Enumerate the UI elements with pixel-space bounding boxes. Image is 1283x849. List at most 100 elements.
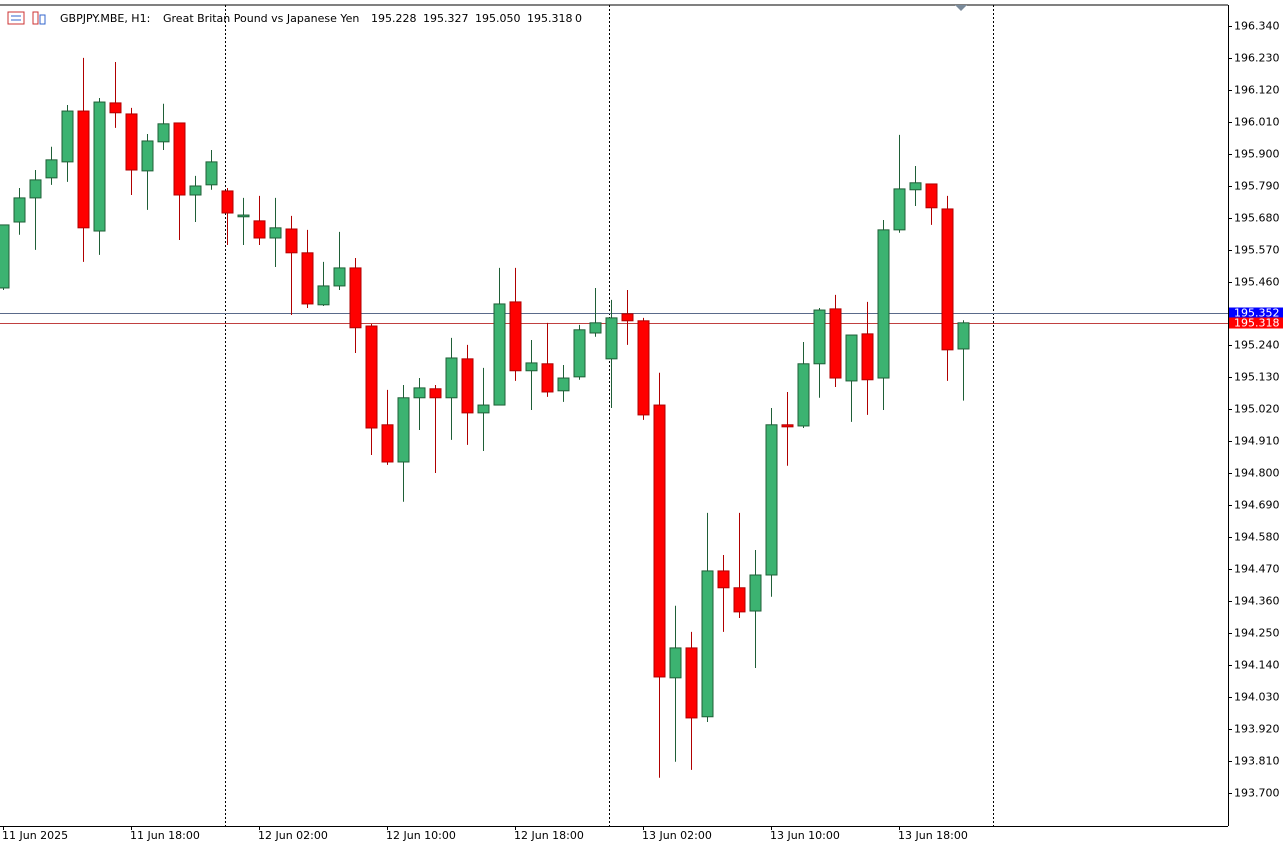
candle-body (861, 333, 874, 381)
icon-bar (39, 14, 46, 25)
price-label-box (1229, 317, 1283, 329)
candle-body (797, 363, 810, 427)
candle-body (285, 228, 298, 254)
candle-body (77, 110, 90, 229)
y-tick-label: 194.470 (1234, 563, 1280, 576)
y-tick-label: 196.010 (1234, 116, 1280, 129)
shift-marker (955, 5, 967, 11)
candle-body (253, 220, 266, 239)
candle-body (0, 224, 10, 289)
candle-body (461, 358, 474, 414)
header-symbol: GBPJPY.MBE, H1: (60, 12, 150, 25)
y-tick-label: 195.130 (1234, 371, 1280, 384)
candle-body (925, 183, 938, 209)
candle-body (333, 267, 346, 287)
candle-body (669, 647, 682, 679)
y-tick-label: 195.900 (1234, 148, 1280, 161)
x-tick-label: 13 Jun 02:00 (642, 829, 712, 842)
y-tick-label: 195.680 (1234, 212, 1280, 225)
y-tick-label: 194.250 (1234, 627, 1280, 640)
candle-body (637, 320, 650, 416)
candle-body (61, 110, 74, 163)
header-volume: 0 (575, 12, 582, 25)
candle-body (221, 190, 234, 214)
plot-area (0, 5, 1228, 826)
candle-body (125, 113, 138, 171)
candle-body (93, 101, 106, 232)
candle-body (45, 159, 58, 179)
candle-body (957, 322, 970, 350)
x-tick-label: 12 Jun 10:00 (386, 829, 456, 842)
header-icons (7, 11, 46, 25)
candle-body (621, 313, 634, 322)
candle-body (781, 424, 794, 428)
x-tick-label: 12 Jun 02:00 (258, 829, 328, 842)
y-tick-label: 195.570 (1234, 244, 1280, 257)
y-tick-label: 196.120 (1234, 84, 1280, 97)
header-open: 195.228 (371, 12, 417, 25)
y-tick-label: 195.460 (1234, 276, 1280, 289)
y-tick-label: 194.910 (1234, 435, 1280, 448)
x-tick-label: 12 Jun 18:00 (514, 829, 584, 842)
y-tick-label: 196.340 (1234, 20, 1280, 33)
y-tick-label: 193.700 (1234, 787, 1280, 800)
candle-body (157, 123, 170, 143)
y-tick-label: 194.580 (1234, 531, 1280, 544)
candle-body (733, 587, 746, 613)
header-low: 195.050 (475, 12, 521, 25)
candle-body (413, 387, 426, 399)
icon-bar (32, 11, 39, 25)
candle-body (189, 185, 202, 196)
candle-body (829, 308, 842, 379)
candle-body (109, 102, 122, 114)
candle-body (893, 188, 906, 231)
candle-body (653, 404, 666, 678)
header-description: Great Britan Pound vs Japanese Yen (163, 12, 359, 25)
candle-body (701, 570, 714, 718)
y-tick-label: 194.030 (1234, 691, 1280, 704)
candle-body (589, 322, 602, 334)
y-tick-label: 195.240 (1234, 339, 1280, 352)
x-tick-label: 13 Jun 18:00 (898, 829, 968, 842)
header-close: 195.318 (527, 12, 573, 25)
candle-body (749, 574, 762, 612)
y-tick-label: 194.140 (1234, 659, 1280, 672)
x-tick-label: 13 Jun 10:00 (770, 829, 840, 842)
x-tick-label: 11 Jun 2025 (2, 829, 68, 842)
x-tick-label: 11 Jun 18:00 (130, 829, 200, 842)
candle-body (349, 267, 362, 329)
candle-body (237, 214, 250, 218)
price-label-box (1229, 307, 1283, 319)
y-tick-label: 194.800 (1234, 467, 1280, 480)
candle-body (141, 140, 154, 172)
candle-body (29, 179, 42, 199)
candle-body (509, 301, 522, 372)
candle-body (573, 329, 586, 378)
candle-body (477, 404, 490, 414)
y-tick-label: 193.920 (1234, 723, 1280, 736)
candle-body (909, 182, 922, 191)
candle-body (493, 303, 506, 406)
header-high: 195.327 (423, 12, 469, 25)
candle-body (13, 197, 26, 223)
candle-body (941, 208, 954, 351)
candle-body (685, 647, 698, 719)
candle-body (205, 161, 218, 186)
icon-list (7, 11, 25, 25)
candle-body (845, 334, 858, 382)
y-tick-label: 195.790 (1234, 180, 1280, 193)
candle-body (301, 252, 314, 305)
y-tick-label: 196.230 (1234, 52, 1280, 65)
y-tick-label: 194.360 (1234, 595, 1280, 608)
y-tick-label: 193.810 (1234, 755, 1280, 768)
candle-body (429, 388, 442, 399)
price-label: 195.318 (1234, 317, 1280, 330)
y-tick-label: 195.020 (1234, 403, 1280, 416)
price-label: 195.352 (1234, 307, 1280, 320)
candle-body (317, 285, 330, 306)
candle-body (717, 570, 730, 589)
candle-body (381, 424, 394, 463)
